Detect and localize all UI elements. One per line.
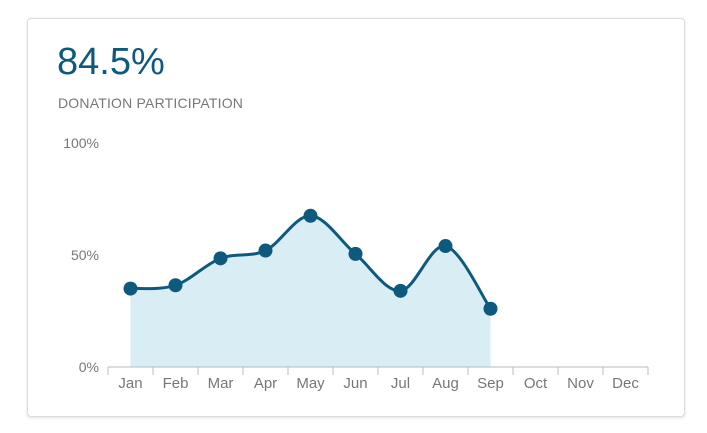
x-tick-label: Mar <box>208 375 234 392</box>
y-tick-label: 50% <box>71 247 99 263</box>
data-point <box>393 283 408 298</box>
label-layer: 0% 50% 100% Jan Feb Mar Apr May Jun Jul Aug Sep Oct N… <box>63 135 639 392</box>
x-tick-label: Jul <box>391 375 410 392</box>
x-tick-label: Aug <box>432 375 459 392</box>
point-layer <box>123 208 498 316</box>
x-tick-label: Jun <box>343 375 367 392</box>
area-layer <box>130 215 491 367</box>
data-point <box>168 278 183 293</box>
data-point <box>348 246 363 261</box>
y-tick-label: 0% <box>79 359 99 375</box>
x-tick-label: Sep <box>477 375 504 392</box>
area-fill <box>130 215 491 367</box>
x-tick-label: Feb <box>163 375 189 392</box>
x-tick-label: Oct <box>524 375 548 392</box>
kpi-label: DONATION PARTICIPATION <box>58 95 244 111</box>
data-point <box>258 243 273 258</box>
data-point <box>303 208 318 223</box>
kpi-value: 84.5% <box>57 41 165 83</box>
x-tick-label: Dec <box>612 375 639 392</box>
data-point <box>213 251 228 266</box>
data-point <box>438 239 453 254</box>
axis-layer <box>107 366 649 375</box>
x-tick-label: Jan <box>118 375 142 392</box>
data-point <box>123 281 138 296</box>
x-tick-label: May <box>296 375 325 392</box>
x-tick-label: Apr <box>254 375 277 392</box>
data-point <box>483 301 498 316</box>
y-tick-label: 100% <box>63 135 99 151</box>
x-tick-label: Nov <box>567 375 594 392</box>
